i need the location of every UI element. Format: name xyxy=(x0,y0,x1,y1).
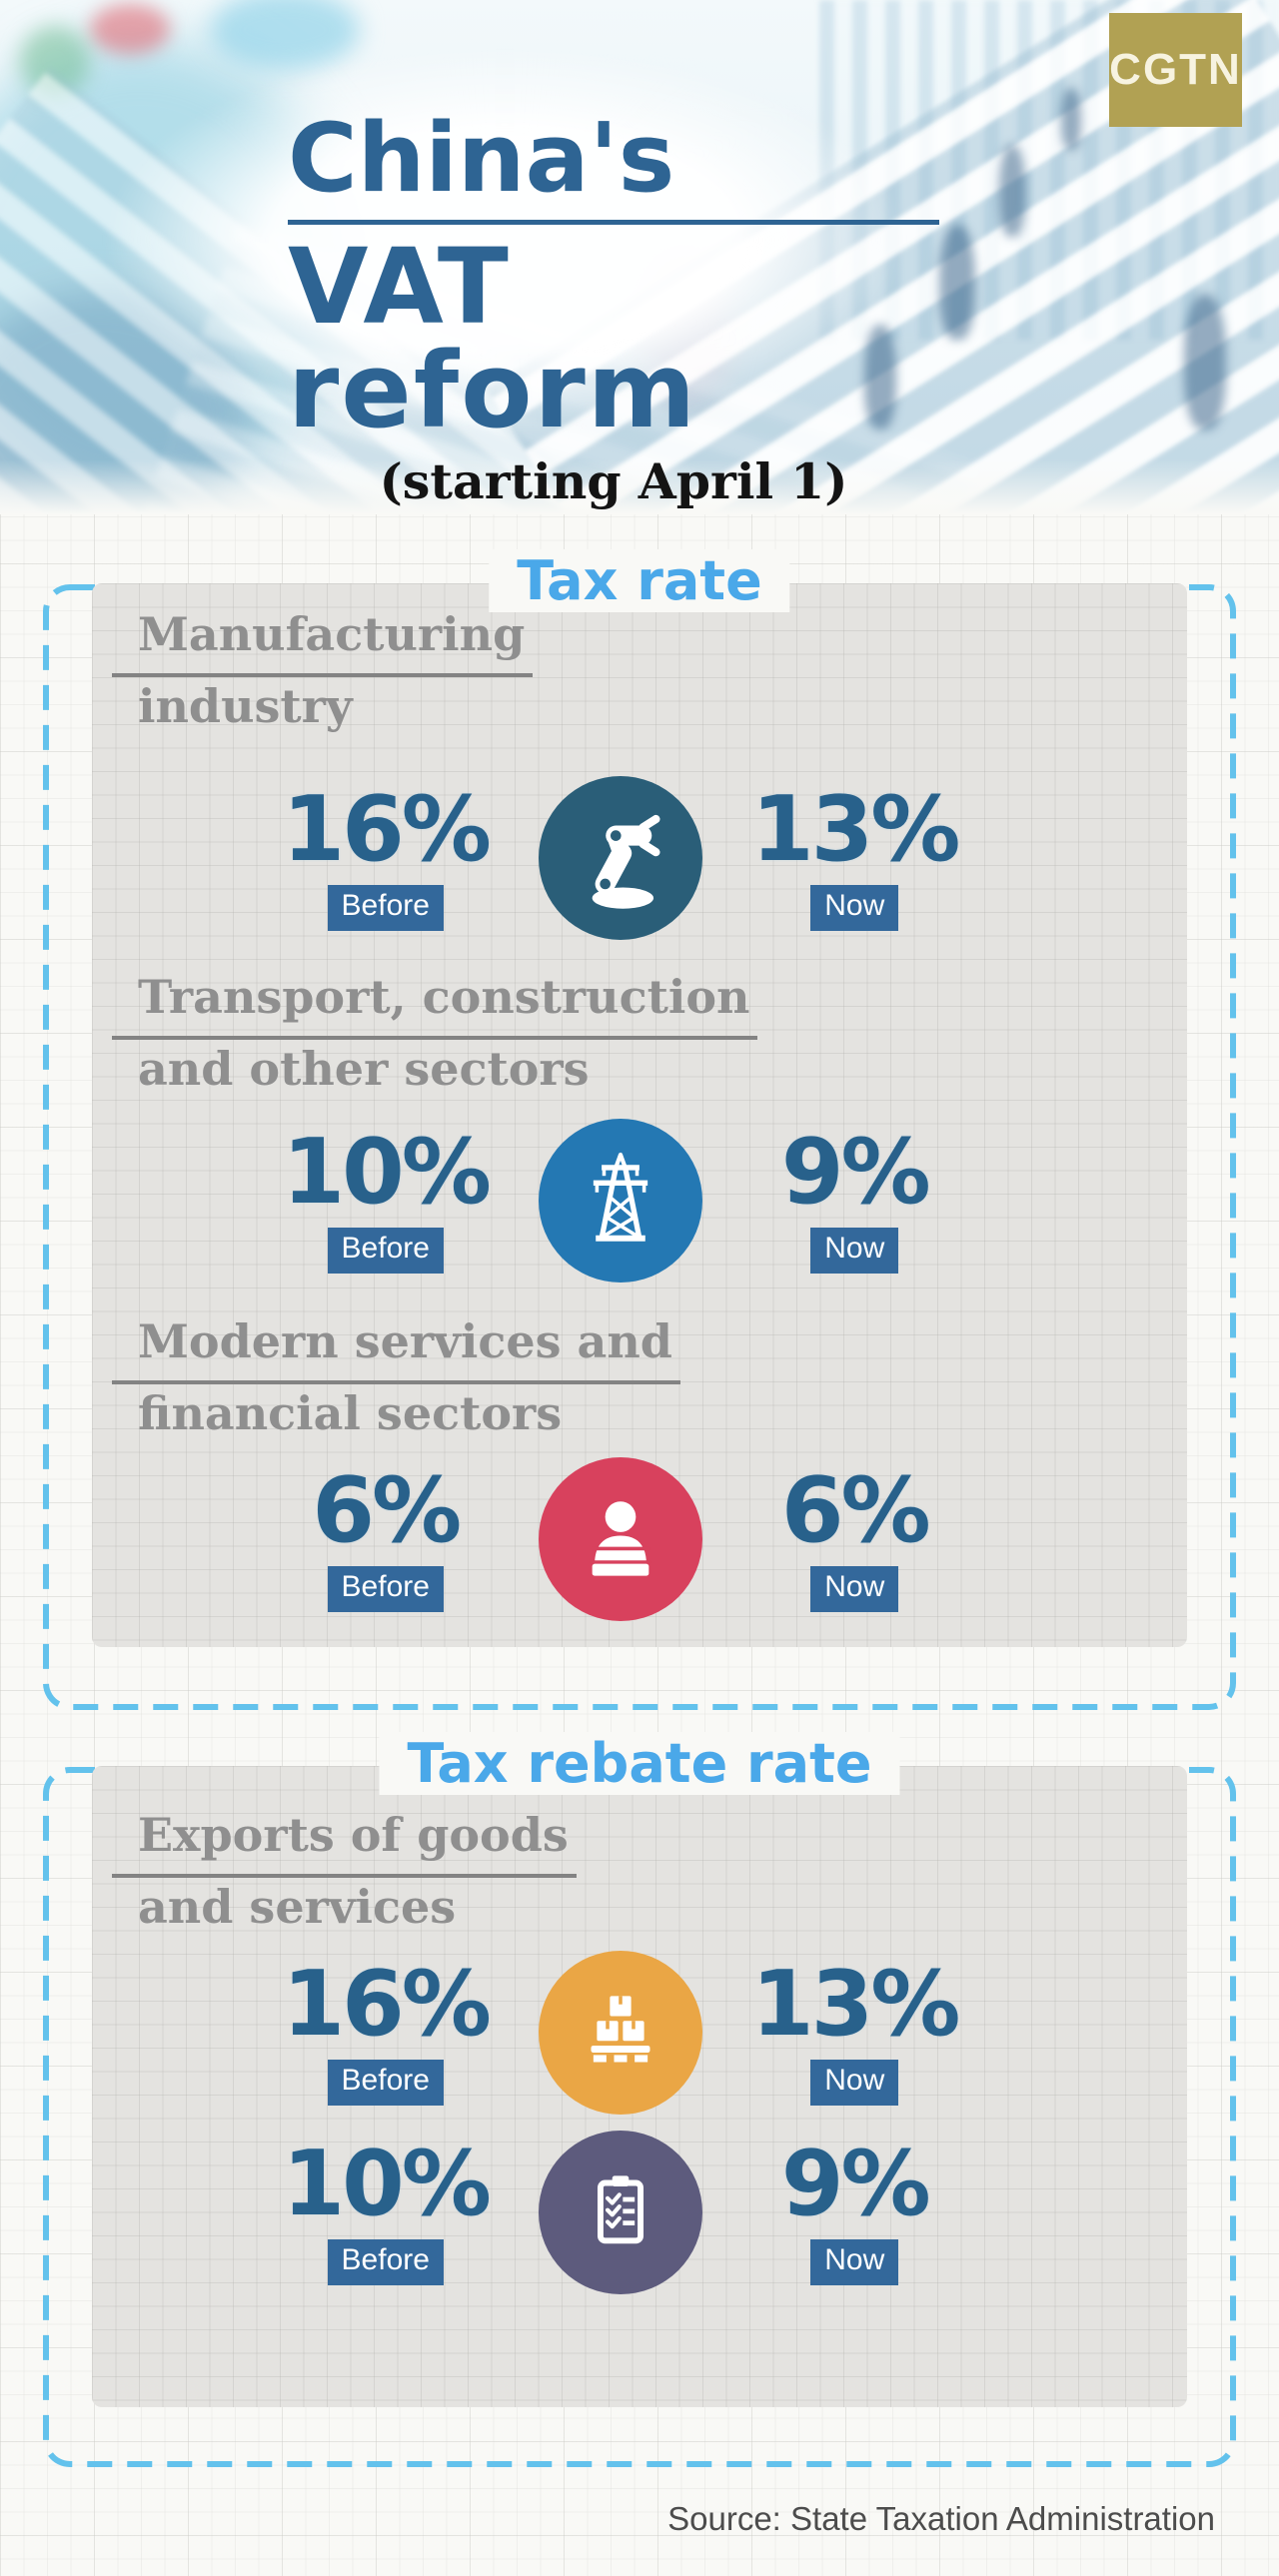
stat-row-exports-services: 10% Before 9% xyxy=(92,2131,1187,2295)
now-value: 6% xyxy=(780,1458,931,1564)
group-label-line1: Manufacturing xyxy=(112,608,534,677)
header-photo: CGTN China's VAT reform (starting April … xyxy=(0,0,1279,514)
before-badge: Before xyxy=(327,885,444,931)
before-badge: Before xyxy=(327,2239,444,2285)
before-stat: 16% Before xyxy=(282,777,492,931)
group-label-transport: Transport, construction and other sector… xyxy=(112,971,1187,1096)
now-stat: 9% Now xyxy=(780,1120,931,1274)
cgtn-logo: CGTN xyxy=(1109,13,1242,127)
before-stat: 6% Before xyxy=(312,1458,462,1612)
group-label-manufacturing: Manufacturing industry xyxy=(112,608,1187,733)
pedestrian-silhouette xyxy=(1184,295,1226,429)
now-stat: 6% Now xyxy=(780,1458,931,1612)
tax-rebate-panel: Exports of goods and services 16% Before xyxy=(92,1766,1187,2407)
white-glow xyxy=(110,50,899,429)
before-stat: 10% Before xyxy=(282,1120,492,1274)
now-badge: Now xyxy=(810,2239,899,2285)
goods-pallet-icon xyxy=(538,1951,702,2116)
now-stat: 9% Now xyxy=(780,2132,931,2285)
now-value: 13% xyxy=(751,1952,960,2058)
section-title: Tax rebate rate xyxy=(379,1732,900,1795)
group-label-line2: and services xyxy=(138,1879,457,1934)
before-badge: Before xyxy=(327,2060,444,2106)
now-badge: Now xyxy=(810,885,899,931)
before-value: 16% xyxy=(282,777,492,883)
before-value: 16% xyxy=(282,1952,492,2058)
stat-row-transport: 10% Before xyxy=(92,1119,1187,1284)
power-tower-icon xyxy=(538,1119,702,1284)
group-label-line1: Modern services and xyxy=(112,1315,680,1384)
title-underline xyxy=(288,220,939,225)
page-title-line2: VAT reform xyxy=(288,226,698,451)
group-label-line1: Transport, construction xyxy=(112,971,758,1040)
source-attribution: Source: State Taxation Administration xyxy=(667,2500,1215,2537)
section-tax-rate: Tax rate Manufacturing industry 16% Befo… xyxy=(42,549,1237,1711)
now-badge: Now xyxy=(810,1228,899,1274)
group-label-exports: Exports of goods and services xyxy=(112,1809,1187,1934)
now-value: 9% xyxy=(780,2132,931,2237)
pedestrian-silhouette xyxy=(939,225,975,340)
stat-row-services: 6% Before 6% Now xyxy=(92,1457,1187,1622)
stat-row-exports-goods: 16% Before xyxy=(92,1951,1187,2116)
now-stat: 13% Now xyxy=(751,777,960,931)
before-badge: Before xyxy=(327,1566,444,1612)
before-value: 6% xyxy=(312,1458,462,1564)
section-tax-rebate-rate: Tax rebate rate Exports of goods and ser… xyxy=(42,1732,1237,2468)
cgtn-logo-text: CGTN xyxy=(1109,45,1242,94)
group-label-line2: financial sectors xyxy=(138,1385,563,1440)
tax-rate-panel: Manufacturing industry 16% Before xyxy=(92,583,1187,1647)
group-label-line2: industry xyxy=(138,678,353,733)
before-value: 10% xyxy=(282,1120,492,1226)
group-label-line1: Exports of goods xyxy=(112,1809,577,1878)
group-label-services: Modern services and financial sectors xyxy=(112,1315,1187,1440)
page-subtitle: (starting April 1) xyxy=(379,452,848,510)
page-title-line1: China's xyxy=(288,104,675,214)
title-block: China's VAT reform (starting April 1) xyxy=(288,112,939,510)
before-stat: 10% Before xyxy=(282,2132,492,2285)
section-title: Tax rate xyxy=(489,549,790,612)
checklist-icon xyxy=(538,2131,702,2295)
service-person-icon xyxy=(538,1457,702,1622)
now-badge: Now xyxy=(810,1566,899,1612)
group-label-line2: and other sectors xyxy=(138,1041,590,1096)
robot-arm-icon xyxy=(538,776,702,941)
now-stat: 13% Now xyxy=(751,1952,960,2106)
blur-blob xyxy=(90,4,170,54)
now-value: 13% xyxy=(751,777,960,883)
now-value: 9% xyxy=(780,1120,931,1226)
pedestrian-silhouette xyxy=(999,145,1025,237)
before-badge: Before xyxy=(327,1228,444,1274)
pedestrian-silhouette xyxy=(1061,88,1081,150)
before-value: 10% xyxy=(282,2132,492,2237)
before-stat: 16% Before xyxy=(282,1952,492,2106)
stat-row-manufacturing: 16% Before 13% xyxy=(92,776,1187,941)
now-badge: Now xyxy=(810,2060,899,2106)
